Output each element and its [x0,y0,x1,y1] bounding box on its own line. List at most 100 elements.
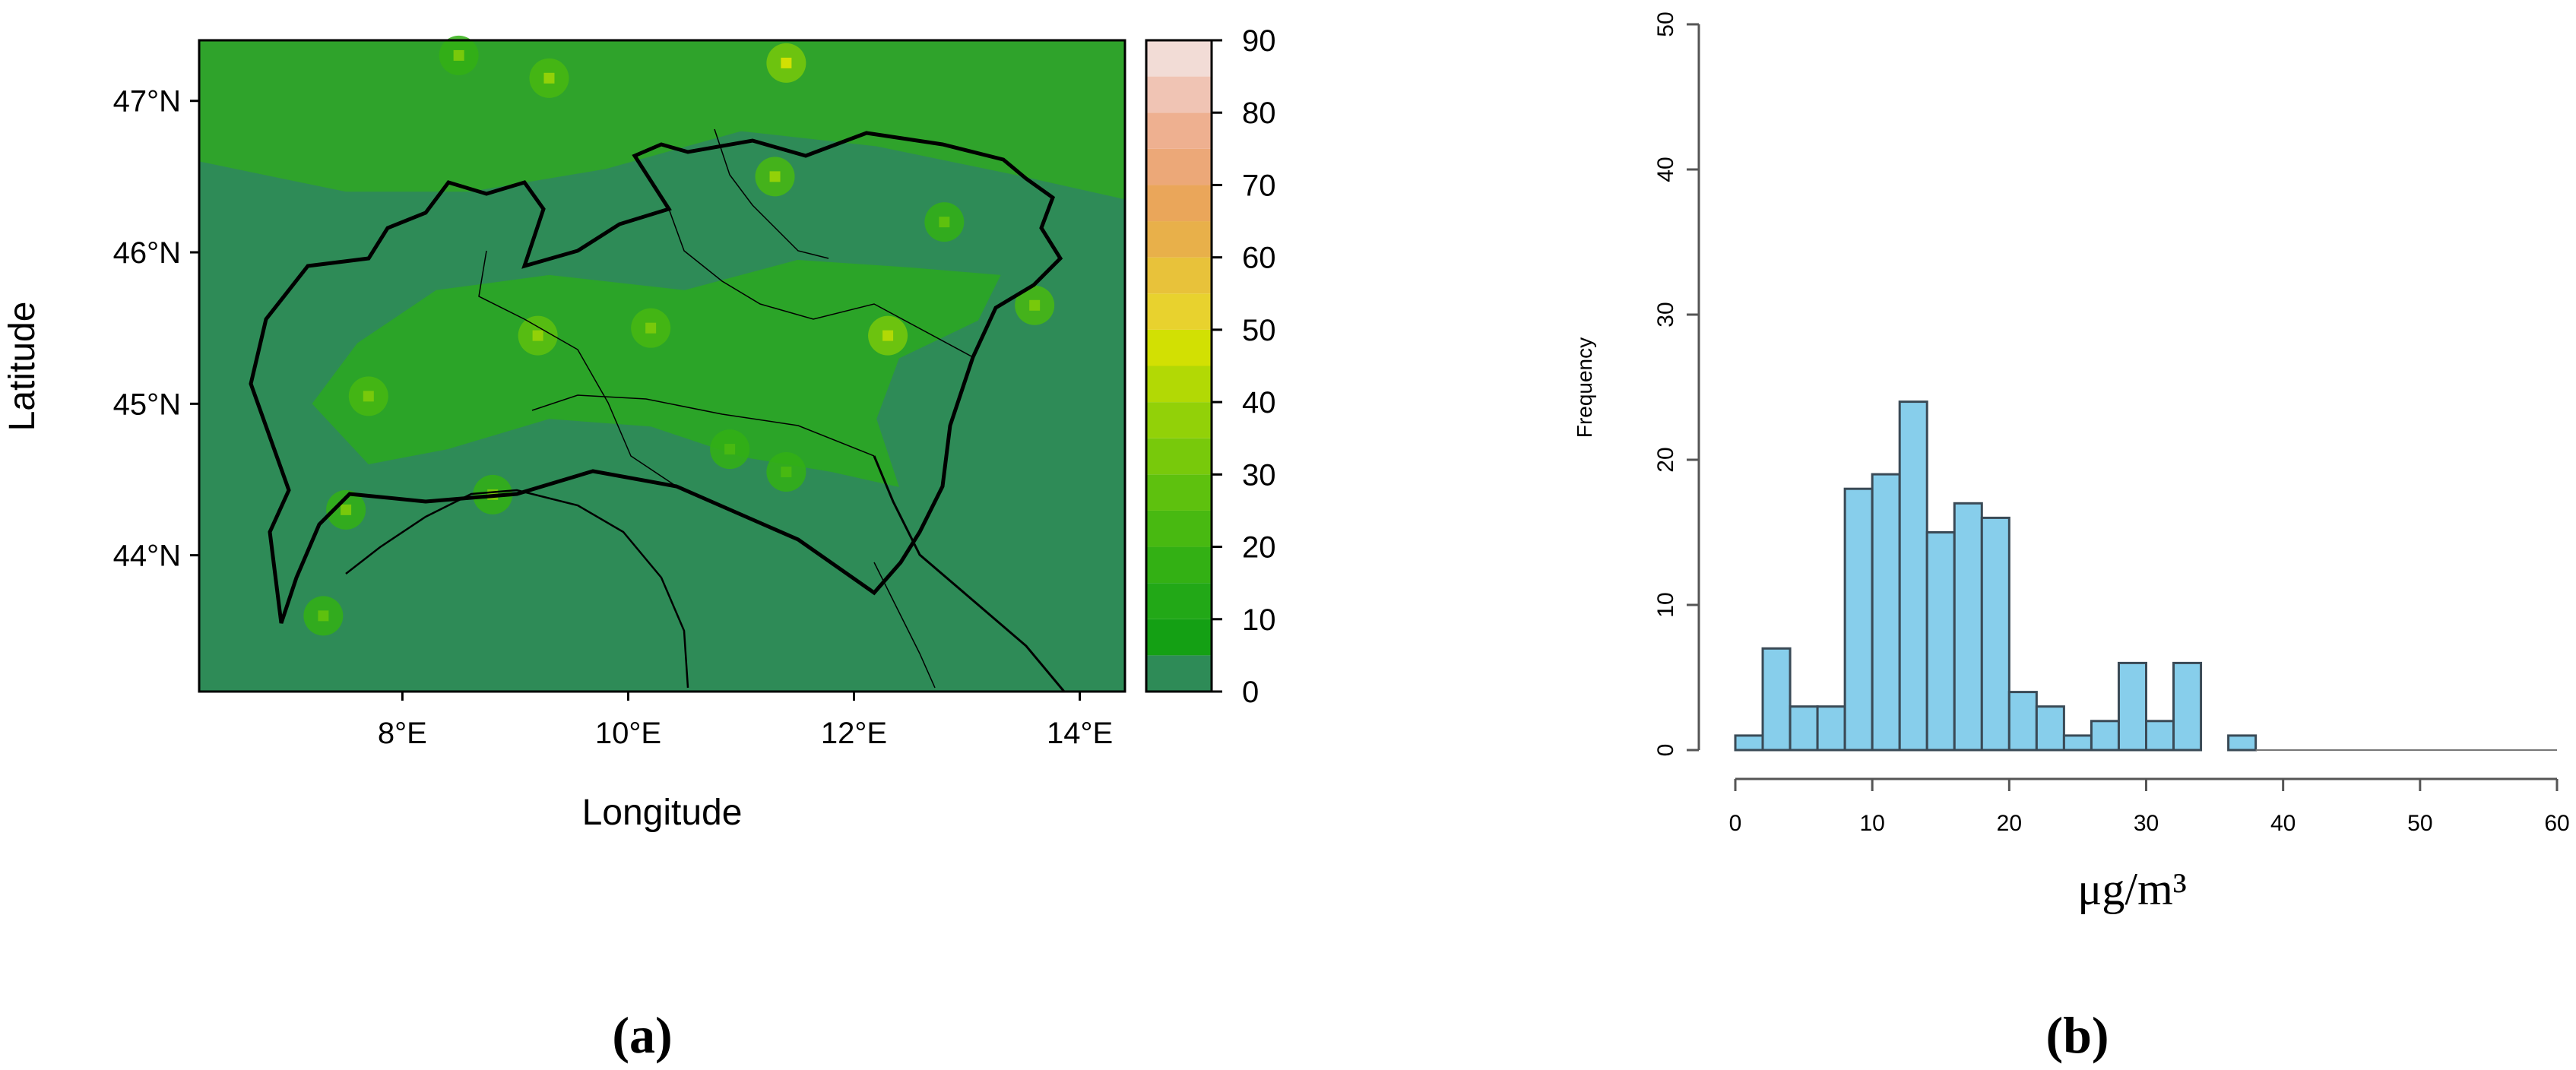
alpine-belt [199,40,1125,200]
inner-border-4 [714,128,829,259]
histogram-bars [1734,400,2557,752]
po-valley-area [312,260,1001,487]
hotspot-cell [318,610,329,622]
histogram-y-tick-label: 10 [1653,592,1678,617]
histogram-bar [2172,661,2203,752]
inner-border-5 [873,562,936,689]
colorbar-band [1146,438,1212,475]
colorbar-tick-label: 90 [1242,24,1276,58]
hotspot-cell [882,330,894,341]
inner-border-2 [668,208,974,358]
histogram-bar [1898,400,1928,752]
colorbar-band [1146,257,1212,294]
histogram-x-axis-label: μg/m³ [2077,864,2187,914]
map-y-tick-label: 45°N [113,388,181,421]
map-frame [198,39,1126,693]
histogram-x-tick-label: 60 [2544,811,2569,836]
hotspot-cell [363,391,374,402]
liguria-coast [345,489,689,689]
histogram-bar [2035,705,2065,752]
colorbar-band [1146,40,1212,77]
hotspot-cell [781,57,792,68]
colorbar-frame [1145,39,1213,693]
map-x-tick-label: 8°E [378,717,427,750]
histogram-x-tick-label: 40 [2270,811,2296,836]
colorbar-band [1146,148,1212,185]
panel-a: 8°E 10°E 12°E 14°E 44°N 45°N 46°N 47°N Longitu… [2,24,1276,1064]
histogram-y-tick-label: 40 [1653,157,1678,182]
hotspot-cell [724,444,736,455]
histogram-bar [1843,487,1874,752]
histogram-y-axis: 0 10 20 30 40 50 [1653,11,1700,757]
map-y-tick-label: 47°N [113,85,181,119]
hotspot-cell [341,504,352,515]
inner-border-3 [531,394,875,457]
histogram-bar [1925,531,1956,752]
map-x-axis: 8°E 10°E 12°E 14°E [378,692,1113,750]
colorbar-tick-label: 80 [1242,97,1276,130]
histogram-bar [1980,516,2010,752]
hotspot-cell [939,217,950,228]
histogram-bar [1871,473,1901,752]
histogram-bar [1789,705,1819,752]
panel-b: 0 10 20 30 40 50 60 0 10 20 30 40 50 μg/m³ Frequenc… [1573,11,2570,1064]
histogram-y-tick-label: 50 [1653,11,1678,36]
colorbar: 0 10 20 30 40 50 60 70 80 90 [1145,24,1276,709]
hotspot-cell [1029,299,1041,311]
map-x-tick-label: 12°E [821,717,887,750]
map-y-tick-label: 44°N [113,540,181,573]
histogram-bar [1761,647,1792,752]
colorbar-band [1146,293,1212,330]
inner-border-1 [478,250,677,487]
map-x-tick-label: 14°E [1047,717,1113,750]
colorbar-tick-label: 30 [1242,458,1276,492]
colorbar-band [1146,546,1212,584]
hotspot-cell [543,72,555,84]
colorbar-band [1146,221,1212,258]
histogram-bar [1734,734,1764,752]
histogram-y-tick-label: 30 [1653,302,1678,327]
histogram-x-tick-label: 20 [1997,811,2022,836]
colorbar-band [1146,474,1212,511]
histogram-x-tick-label: 10 [1859,811,1884,836]
hotspot-cell [781,467,792,478]
colorbar-band [1146,329,1212,366]
map-y-axis-label: Latitude [2,302,43,432]
histogram-bar [2062,734,2093,752]
colorbar-band [1146,76,1212,113]
histogram-x-tick-label: 50 [2407,811,2432,836]
northern-italy-border [249,131,1063,624]
panel-a-label: (a) [612,1006,672,1064]
histogram-x-tick-label: 30 [2134,811,2159,836]
colorbar-tick-label: 40 [1242,386,1276,419]
map-y-axis: 44°N 45°N 46°N 47°N [113,85,199,573]
colorbar-band [1146,366,1212,403]
histogram-bar [1953,502,1983,752]
histogram-bar [2145,720,2175,752]
histogram-bar [2227,734,2258,752]
map-y-tick-label: 46°N [113,236,181,270]
histogram-bar [2007,691,2038,752]
colorbar-band [1146,583,1212,619]
colorbar-tick-label: 20 [1242,531,1276,565]
colorbar-tick-label: 60 [1242,242,1276,275]
colorbar-band [1146,185,1212,222]
map-x-axis-label: Longitude [582,793,743,833]
histogram-bar [2117,661,2147,752]
histogram-y-tick-label: 0 [1653,744,1678,757]
colorbar-band [1146,619,1212,656]
pollution-heatmap [199,35,1125,692]
colorbar-tick-label: 0 [1242,676,1259,709]
colorbar-band [1146,655,1212,692]
hotspot-cell [645,322,657,334]
adriatic-coast [873,455,1066,692]
colorbar-band [1146,112,1212,149]
map-x-tick-label: 10°E [595,717,661,750]
hotspot-cell [453,49,464,61]
histogram-y-tick-label: 20 [1653,447,1678,472]
colorbar-tick-label: 50 [1242,314,1276,347]
colorbar-band [1146,402,1212,438]
histogram-x-tick-label: 0 [1729,811,1742,836]
histogram-x-axis: 0 10 20 30 40 50 60 [1729,777,2570,836]
region-borders [249,128,1066,692]
